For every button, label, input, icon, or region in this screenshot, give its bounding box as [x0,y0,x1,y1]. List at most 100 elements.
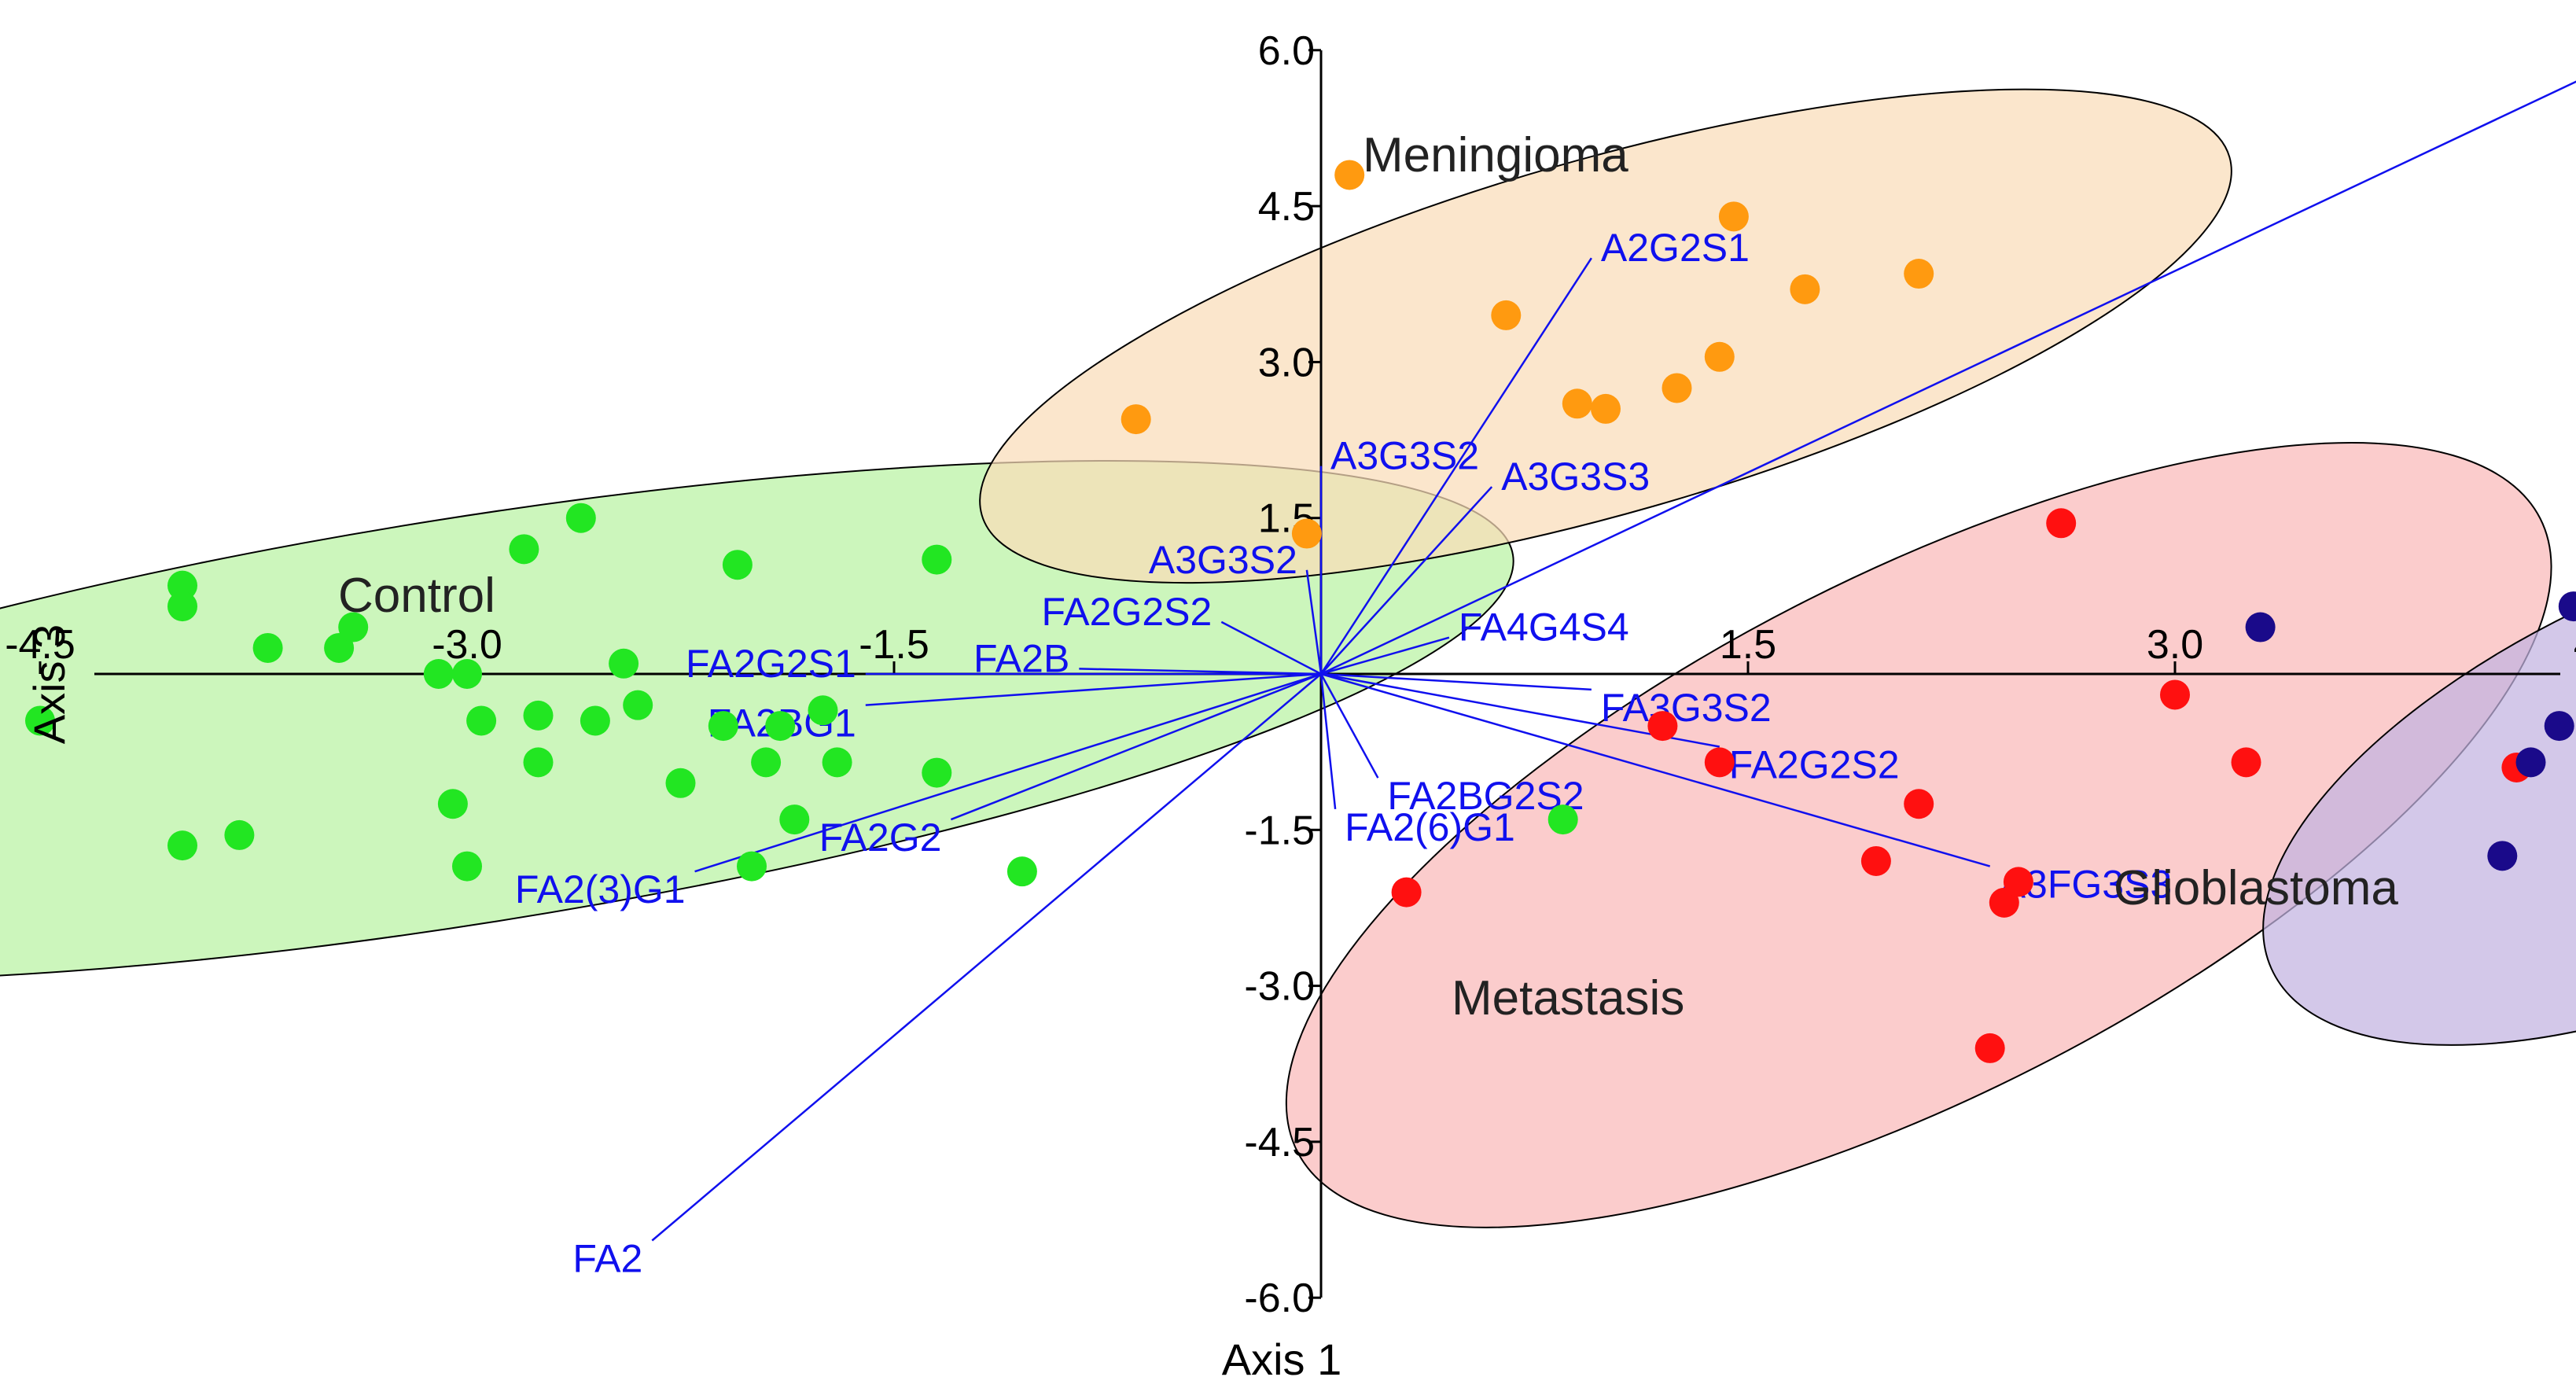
vector-fa4g4s4 [1320,636,1450,676]
point-meningioma [1662,373,1692,403]
point-control [765,711,796,742]
vector-fa2g2s2 [1220,620,1322,676]
point-metastasis [1904,789,1934,819]
ellipse-metastasis [1285,442,2552,1228]
y-tick-label: -3.0 [1244,964,1315,1010]
point-metastasis [2160,679,2190,710]
vector-label-fa2g2: FA2G2 [819,815,942,860]
point-metastasis [2046,508,2077,539]
point-metastasis [1704,747,1735,778]
x-tick-label: 3.0 [2147,622,2203,668]
point-control [452,659,482,689]
point-metastasis [2231,747,2261,778]
y-axis-title: Axis 3 [24,624,74,745]
point-control [708,711,738,742]
point-meningioma [1291,518,1322,549]
vector-label-fa2b: FA2B [973,636,1069,680]
point-control [224,819,255,850]
vector-label-fa2: FA2 [572,1236,642,1280]
point-glioblastoma [2515,747,2546,778]
data-points [25,160,2576,1063]
point-control [751,747,782,778]
y-tick-label: 6.0 [1258,28,1315,74]
point-control [722,550,753,580]
point-control [509,534,539,565]
point-control [252,632,283,663]
point-control [523,700,554,731]
vector-label-fa2-3-g1: FA2(3)G1 [515,867,686,911]
ellipse-glioblastoma [2262,520,2576,1046]
vector-label-fa2g2s2: FA2G2S2 [1729,743,1900,787]
point-metastasis [1974,1033,2005,1063]
vector-label-fa2-6-g1: FA2(6)G1 [1345,805,1515,849]
vector-label-fa2g2s2: FA2G2S2 [1042,590,1213,634]
vector-a3g3s3 [1320,486,1493,675]
point-control [565,503,596,533]
vector-label-a3g3s2: A3G3S2 [1330,434,1479,478]
labels: Axis 1 Axis 3 Control Meningioma Metasta… [24,128,2398,1384]
point-control [437,789,468,819]
point-metastasis [1647,711,1678,742]
point-control [737,851,767,882]
point-control [580,705,610,736]
point-meningioma [1790,274,1820,304]
group-label-metastasis: Metastasis [1452,971,1684,1025]
group-label-glioblastoma: Glioblastoma [2114,861,2398,915]
point-meningioma [1591,393,1621,424]
point-control [623,690,653,720]
point-control [25,705,55,736]
vector-a3g3s2 [1305,569,1323,675]
point-control [167,591,197,622]
point-control [808,695,838,726]
point-control [167,570,197,601]
point-metastasis [2003,867,2033,897]
x-axis-title: Axis 1 [1222,1335,1342,1384]
point-meningioma [1491,300,1522,330]
vector-label-a3g3s3: A3G3S3 [1501,455,1650,499]
point-control [466,705,497,736]
point-meningioma [1904,259,1934,289]
point-meningioma [1718,201,1749,232]
x-tick-label: -1.5 [859,622,929,668]
vector-label-fa4g4s4: FA4G4S4 [1459,606,1629,650]
point-meningioma [1334,160,1365,190]
point-metastasis [1391,877,1422,908]
point-metastasis [1860,845,1891,876]
point-control [423,659,454,689]
y-tick-label: 3.0 [1258,340,1315,385]
vector-label-fa2g2s1: FA2G2S1 [686,642,856,686]
vector-fa2-6-g1 [1319,673,1337,809]
vector-a3fg3s3 [1320,672,1991,867]
vector-fa2bg1 [865,672,1322,706]
vector-a2g2s1 [1319,257,1592,675]
point-glioblastoma [2558,591,2576,622]
point-control [822,747,852,778]
point-control [452,851,482,882]
y-tick-label: -6.0 [1244,1276,1315,1321]
ellipse-meningioma [979,88,2232,584]
point-meningioma [1562,388,1592,419]
vector-a2g2s2 [1320,80,2576,676]
point-control [922,757,952,788]
y-tick-label: 4.5 [1258,184,1315,230]
point-control [1547,804,1578,835]
x-tick-label: 4.5 [2574,622,2576,668]
point-meningioma [1121,404,1151,435]
point-control [1006,856,1037,887]
point-glioblastoma [2487,841,2518,871]
vector-fa2 [651,673,1322,1242]
y-tick-label: -4.5 [1244,1120,1315,1165]
point-control [779,804,810,835]
vector-fa3g3s2 [1320,672,1592,691]
vector-fa2b [1079,668,1322,676]
point-control [523,747,554,778]
x-tick-label: 1.5 [1720,622,1776,668]
vector-label-a2g2s1: A2G2S1 [1601,226,1750,270]
point-glioblastoma [2245,612,2276,642]
group-label-meningioma: Meningioma [1363,128,1628,182]
vector-fa2g2 [950,672,1322,821]
vector-fa2-3-g1 [694,672,1322,873]
x-tick-label: -4.5 [5,622,75,668]
point-control [609,648,639,679]
